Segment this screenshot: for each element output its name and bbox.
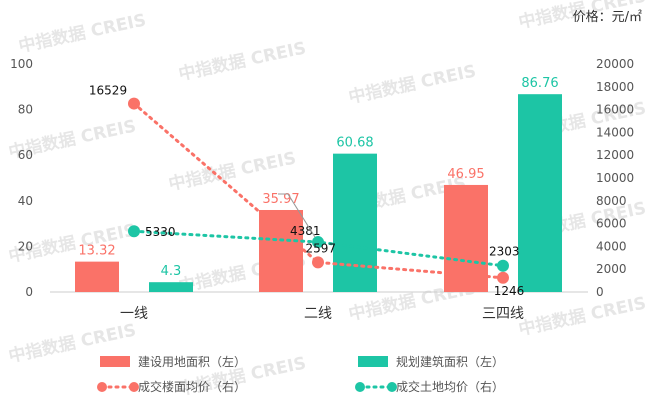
- bar: [333, 153, 377, 292]
- watermark-text: 中指数据 CREIS: [517, 292, 648, 340]
- y-left-tick-label: 40: [18, 194, 33, 208]
- bar: [518, 94, 562, 293]
- legend-label: 建设用地面积（左）: [138, 354, 246, 369]
- bar-value-label: 4.3: [161, 264, 182, 279]
- y-left-tick-label: 60: [18, 148, 33, 162]
- bar: [149, 282, 193, 292]
- line-point: [128, 225, 140, 238]
- y-left-tick-label: 20: [18, 239, 33, 253]
- series-line: [132, 102, 505, 280]
- bar-value-label: 46.95: [447, 167, 484, 182]
- bar-value-label: 13.32: [78, 244, 115, 259]
- y-right-tick-label: 16000: [596, 103, 634, 117]
- bar: [75, 261, 119, 292]
- legend-swatch: [100, 356, 130, 367]
- y-right-tick-label: 20000: [596, 57, 634, 71]
- legend: 建设用地面积（左） 规划建筑面积（左） 成交楼面均价（右） 成交土地均价（右）: [97, 354, 504, 394]
- y-right-tick-label: 14000: [596, 125, 634, 139]
- y-right-tick-label: 18000: [596, 80, 634, 94]
- bar-value-label: 35.97: [262, 192, 299, 207]
- data-labels: 13.32 35.97 46.95 4.3 60.68 86.76 16529 2597 124…: [78, 76, 558, 298]
- line-point: [497, 259, 509, 272]
- bar-value-label: 86.76: [521, 76, 558, 91]
- legend-marker: [129, 382, 139, 392]
- leader-line: [278, 193, 316, 238]
- axes: 0 20 40 60 80 100 0 2000 4000 6000 8000 10000 12000 1…: [10, 57, 634, 322]
- legend-label: 成交土地均价（右）: [396, 379, 504, 394]
- line-value-label: 2303: [489, 245, 520, 259]
- line-value-label: 1246: [494, 284, 525, 298]
- unit-label: 价格：元/㎡: [573, 9, 642, 25]
- bar: [259, 209, 303, 292]
- x-category-label: 三四线: [482, 306, 524, 322]
- line-point: [312, 256, 324, 269]
- y-left-tick-label: 80: [18, 103, 33, 117]
- watermark-text: 中指数据 CREIS: [177, 37, 308, 85]
- y-left-tick-label: 0: [25, 285, 33, 299]
- line-point: [497, 271, 509, 284]
- watermark-text: 中指数据 CREIS: [347, 60, 478, 108]
- y-right-tick-label: 8000: [596, 194, 627, 208]
- y-right-tick-label: 6000: [596, 217, 627, 231]
- legend-label: 规划建筑面积（左）: [396, 354, 504, 369]
- bar-value-label: 60.68: [336, 136, 373, 151]
- line-value-label: 2597: [305, 241, 336, 255]
- legend-marker: [387, 382, 397, 392]
- y-right-tick-label: 12000: [596, 148, 634, 162]
- x-category-label: 一线: [120, 306, 148, 322]
- line-value-label: 4381: [290, 224, 321, 238]
- y-left-tick-label: 100: [10, 57, 33, 71]
- x-category-label: 二线: [304, 306, 332, 322]
- line-point: [312, 236, 324, 249]
- lines: [128, 97, 509, 284]
- line-value-label: 16529: [89, 84, 127, 98]
- legend-marker: [355, 382, 365, 392]
- line-value-label: 5330: [145, 225, 176, 239]
- y-right-tick-label: 4000: [596, 239, 627, 253]
- y-right-tick-label: 2000: [596, 262, 627, 276]
- y-right-tick-label: 0: [596, 285, 604, 299]
- legend-swatch: [358, 356, 388, 367]
- legend-label: 成交楼面均价（右）: [138, 379, 246, 394]
- watermark-text: 中指数据 CREIS: [17, 9, 148, 57]
- line-point: [128, 97, 140, 110]
- y-right-tick-label: 10000: [596, 171, 634, 185]
- legend-marker: [97, 382, 107, 392]
